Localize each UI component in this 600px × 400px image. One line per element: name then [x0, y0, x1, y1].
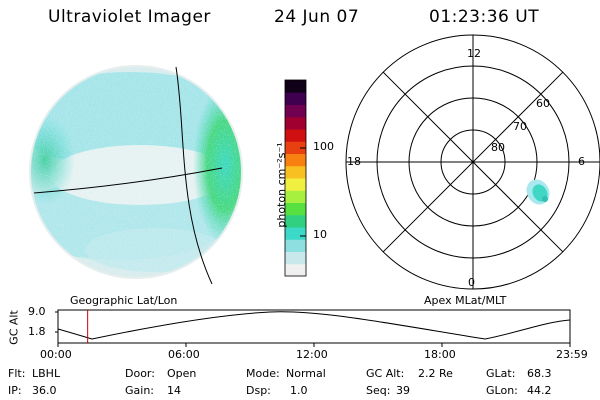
mlt-label-6: 6 — [578, 155, 585, 168]
date-label: 24 Jun 07 — [274, 7, 360, 27]
gc-alt-frame — [57, 309, 571, 344]
flt-value: LBHL — [32, 367, 61, 380]
glon-value: 44.2 — [527, 384, 552, 397]
colorbar-segment — [285, 141, 306, 154]
colorbar-segment — [285, 178, 306, 191]
colorbar-segment — [285, 165, 306, 179]
mode-value: Normal — [286, 367, 326, 380]
mlat-label-60: 60 — [536, 97, 550, 110]
mlt-label-12: 12 — [467, 47, 481, 60]
polar-auroral-spot — [526, 179, 550, 205]
colorbar-segment — [285, 251, 306, 265]
colorbar-segment — [285, 239, 306, 252]
colorbar-segment — [285, 153, 306, 167]
colorbar-segment — [285, 202, 306, 216]
apex-caption: Apex MLat/MLT — [424, 294, 507, 307]
mlt-label-18: 18 — [347, 155, 361, 168]
mlt-label-0: 0 — [468, 276, 475, 289]
mlat-label-80: 80 — [491, 141, 505, 154]
time-label: 01:23:36 UT — [429, 7, 540, 27]
colorbar-segment — [285, 80, 306, 93]
seq-label: Seq: — [366, 384, 391, 397]
colorbar-segment — [285, 104, 306, 118]
colorbar-segment — [285, 129, 306, 142]
gc-ytick-9: 9.0 — [28, 305, 46, 318]
latitude-line — [33, 167, 223, 194]
colorbar-segment — [285, 214, 306, 228]
colorbar-segment — [285, 116, 306, 130]
gc-alt-curve — [57, 311, 571, 340]
polar-plot — [345, 34, 600, 290]
colorbar-unit-label: photon cm⁻²s⁻¹ — [275, 142, 288, 228]
colorbar-segment — [285, 92, 306, 105]
door-label: Door: — [125, 367, 155, 380]
ip-label: IP: — [8, 384, 22, 397]
colorbar-tick-10: 10 — [313, 228, 327, 241]
colorbar — [285, 80, 306, 277]
flt-label: Flt: — [8, 367, 26, 380]
gain-value: 14 — [167, 384, 181, 397]
glat-label: GLat: — [486, 367, 516, 380]
gain-label: Gain: — [125, 384, 154, 397]
mlat-label-70: 70 — [513, 120, 527, 133]
gc-alt-label: GC Alt: — [366, 367, 405, 380]
gc-alt-value: 2.2 Re — [418, 367, 453, 380]
door-value: Open — [167, 367, 197, 380]
geographic-caption: Geographic Lat/Lon — [70, 294, 178, 307]
gc-xtick-0600: 06:00 — [168, 348, 200, 361]
mode-label: Mode: — [246, 367, 280, 380]
gc-xtick-1800: 18:00 — [424, 348, 456, 361]
dsp-label: Dsp: — [246, 384, 271, 397]
glat-value: 68.3 — [527, 367, 552, 380]
glon-label: GLon: — [486, 384, 518, 397]
meridian-line — [175, 66, 213, 285]
colorbar-segment — [285, 263, 306, 277]
uv-earth-disk — [30, 66, 242, 278]
colorbar-segment — [285, 190, 306, 203]
gc-ytick-1-8: 1.8 — [28, 325, 46, 338]
seq-value: 39 — [396, 384, 410, 397]
ip-value: 36.0 — [32, 384, 57, 397]
gc-xtick-2359: 23:59 — [556, 348, 588, 361]
colorbar-segment — [285, 227, 306, 240]
gc-xtick-0000: 00:00 — [40, 348, 72, 361]
dsp-value: 1.0 — [290, 384, 308, 397]
gc-alt-ylabel: GC Alt — [7, 310, 21, 345]
gc-xtick-1200: 12:00 — [296, 348, 328, 361]
colorbar-tick-100: 100 — [313, 140, 334, 153]
instrument-title: Ultraviolet Imager — [48, 7, 211, 27]
